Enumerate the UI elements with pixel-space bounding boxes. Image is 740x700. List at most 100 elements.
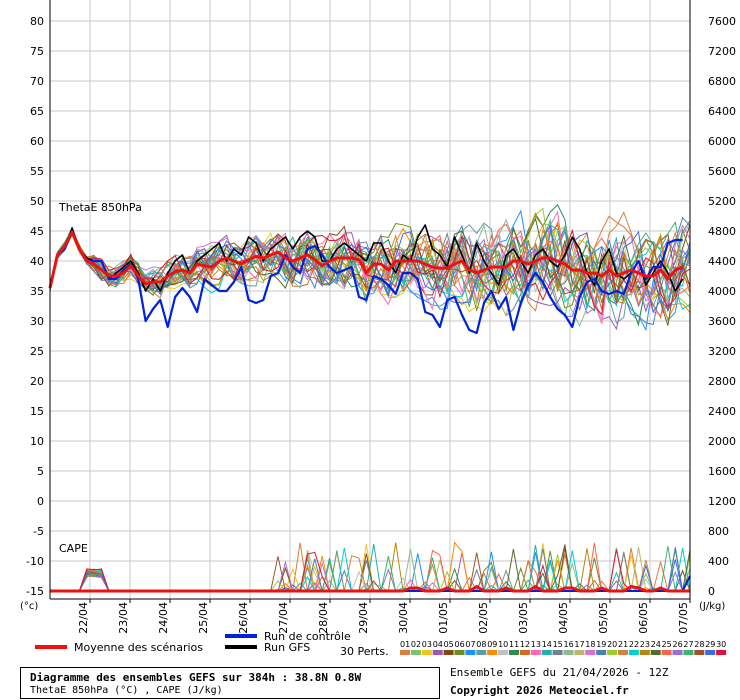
pert-number: 24 bbox=[651, 640, 661, 649]
pert-number: 01 bbox=[400, 640, 410, 649]
x-tick-label: 03/05 bbox=[517, 602, 530, 634]
right-axis-unit: (J/kg) bbox=[699, 601, 725, 612]
pert-swatch bbox=[519, 650, 530, 655]
x-tick-label: 30/04 bbox=[397, 602, 410, 634]
y-right-tick-label: 0 bbox=[708, 585, 715, 598]
pert-number: 26 bbox=[673, 640, 683, 649]
y-left-tick-label: 55 bbox=[30, 165, 44, 178]
y-left-tick-label: 40 bbox=[30, 255, 44, 268]
x-tick-label: 24/04 bbox=[157, 602, 170, 634]
pert-swatch bbox=[541, 650, 552, 655]
pert-number: 30 bbox=[716, 640, 726, 649]
pert-number: 09 bbox=[487, 640, 497, 649]
pert-number: 07 bbox=[465, 640, 475, 649]
pert-swatch bbox=[607, 650, 618, 655]
x-tick-label: 26/04 bbox=[237, 602, 250, 634]
y-right-tick-label: 7600 bbox=[708, 15, 736, 28]
pert-number: 02 bbox=[411, 640, 421, 649]
y-left-tick-label: 80 bbox=[30, 15, 44, 28]
y-left-tick-label: 15 bbox=[30, 405, 44, 418]
legend-perts-label: 30 Perts. bbox=[340, 645, 389, 658]
pert-number: 14 bbox=[542, 640, 552, 649]
thetae-panel-label: ThetaE 850hPa bbox=[58, 201, 142, 214]
x-tick-label: 02/05 bbox=[477, 602, 490, 634]
left-axis-unit: (°c) bbox=[20, 601, 38, 612]
pert-swatch bbox=[574, 650, 585, 655]
y-right-tick-label: 2400 bbox=[708, 405, 736, 418]
legend-gfs-label: Run GFS bbox=[264, 641, 310, 654]
pert-number: 22 bbox=[629, 640, 639, 649]
control-run-line bbox=[48, 229, 683, 335]
y-left-tick-label: -5 bbox=[33, 525, 44, 538]
x-tick-label: 29/04 bbox=[357, 602, 370, 634]
pert-number: 19 bbox=[596, 640, 606, 649]
pert-number: 04 bbox=[433, 640, 443, 649]
pert-swatch bbox=[628, 650, 639, 655]
copyright: Copyright 2026 Meteociel.fr bbox=[450, 684, 629, 697]
chart-legend: Moyenne des scénarios Run de contrôle Ru… bbox=[35, 630, 726, 658]
y-left-tick-label: 70 bbox=[30, 75, 44, 88]
y-left-tick-label: 75 bbox=[30, 45, 44, 58]
pert-number: 13 bbox=[531, 640, 541, 649]
pert-swatch bbox=[410, 650, 421, 655]
pert-number: 25 bbox=[662, 640, 672, 649]
cape-panel-label: CAPE bbox=[59, 542, 88, 555]
y-left-tick-label: 25 bbox=[30, 345, 44, 358]
perturbation-legend: 01 02 03 04 05 06 07 08 09 10 11 12 13 14 15 16 17 18 19 20… bbox=[400, 640, 726, 655]
y-left-tick-label: 35 bbox=[30, 285, 44, 298]
pert-number: 08 bbox=[476, 640, 486, 649]
y-right-tick-label: 4400 bbox=[708, 255, 736, 268]
x-tick-label: 28/04 bbox=[317, 602, 330, 634]
pert-swatch bbox=[650, 650, 661, 655]
pert-number: 15 bbox=[553, 640, 563, 649]
pert-swatch bbox=[705, 650, 716, 655]
pert-swatch bbox=[639, 650, 650, 655]
pert-swatch bbox=[487, 650, 498, 655]
x-tick-label: 07/05 bbox=[677, 602, 690, 634]
chart-subtitle: ThetaE 850hPa (°C) , CAPE (J/kg) bbox=[30, 685, 223, 696]
y-left-tick-label: 10 bbox=[30, 435, 44, 448]
pert-number: 28 bbox=[694, 640, 704, 649]
pert-swatch bbox=[432, 650, 443, 655]
y-left-tick-label: 5 bbox=[37, 465, 44, 478]
y-right-tick-label: 4000 bbox=[708, 285, 736, 298]
y-right-tick-label: 2800 bbox=[708, 375, 736, 388]
y-right-tick-label: 2000 bbox=[708, 435, 736, 448]
y-right-tick-label: 5200 bbox=[708, 195, 736, 208]
y-left-tick-label: 45 bbox=[30, 225, 44, 238]
x-tick-label: 25/04 bbox=[197, 602, 210, 634]
legend-control-label: Run de contrôle bbox=[264, 630, 351, 643]
pert-swatch bbox=[552, 650, 563, 655]
y-right-tick-label: 1600 bbox=[708, 465, 736, 478]
y-right-tick-label: 3600 bbox=[708, 315, 736, 328]
pert-swatch bbox=[443, 650, 454, 655]
pert-number: 03 bbox=[422, 640, 432, 649]
chart-info-box: Diagramme des ensembles GEFS sur 384h : … bbox=[20, 667, 440, 699]
x-tick-label: 01/05 bbox=[437, 602, 450, 634]
y-left-tick-label: 0 bbox=[37, 495, 44, 508]
y-right-tick-label: 4800 bbox=[708, 225, 736, 238]
pert-swatch bbox=[596, 650, 607, 655]
perturbation-line bbox=[49, 224, 691, 314]
pert-swatch bbox=[465, 650, 476, 655]
y-left-tick-label: 30 bbox=[30, 315, 44, 328]
x-tick-label: 23/04 bbox=[117, 602, 130, 634]
pert-swatch bbox=[563, 650, 574, 655]
y-left-tick-label: 60 bbox=[30, 135, 44, 148]
y-right-tick-label: 6400 bbox=[708, 105, 736, 118]
y-right-tick-label: 400 bbox=[708, 555, 729, 568]
y-right-tick-label: 3200 bbox=[708, 345, 736, 358]
mean-line bbox=[48, 230, 684, 289]
y-right-tick-label: 1200 bbox=[708, 495, 736, 508]
y-right-tick-label: 6800 bbox=[708, 75, 736, 88]
run-info: Ensemble GEFS du 21/04/2026 - 12Z bbox=[450, 666, 669, 679]
perturbation-line bbox=[49, 224, 691, 304]
y-right-tick-label: 800 bbox=[708, 525, 729, 538]
pert-number: 21 bbox=[618, 640, 628, 649]
y-left-tick-label: 50 bbox=[30, 195, 44, 208]
pert-number: 12 bbox=[520, 640, 530, 649]
pert-swatch bbox=[476, 650, 487, 655]
pert-swatch bbox=[400, 650, 410, 655]
cape-mean-line bbox=[50, 584, 690, 593]
